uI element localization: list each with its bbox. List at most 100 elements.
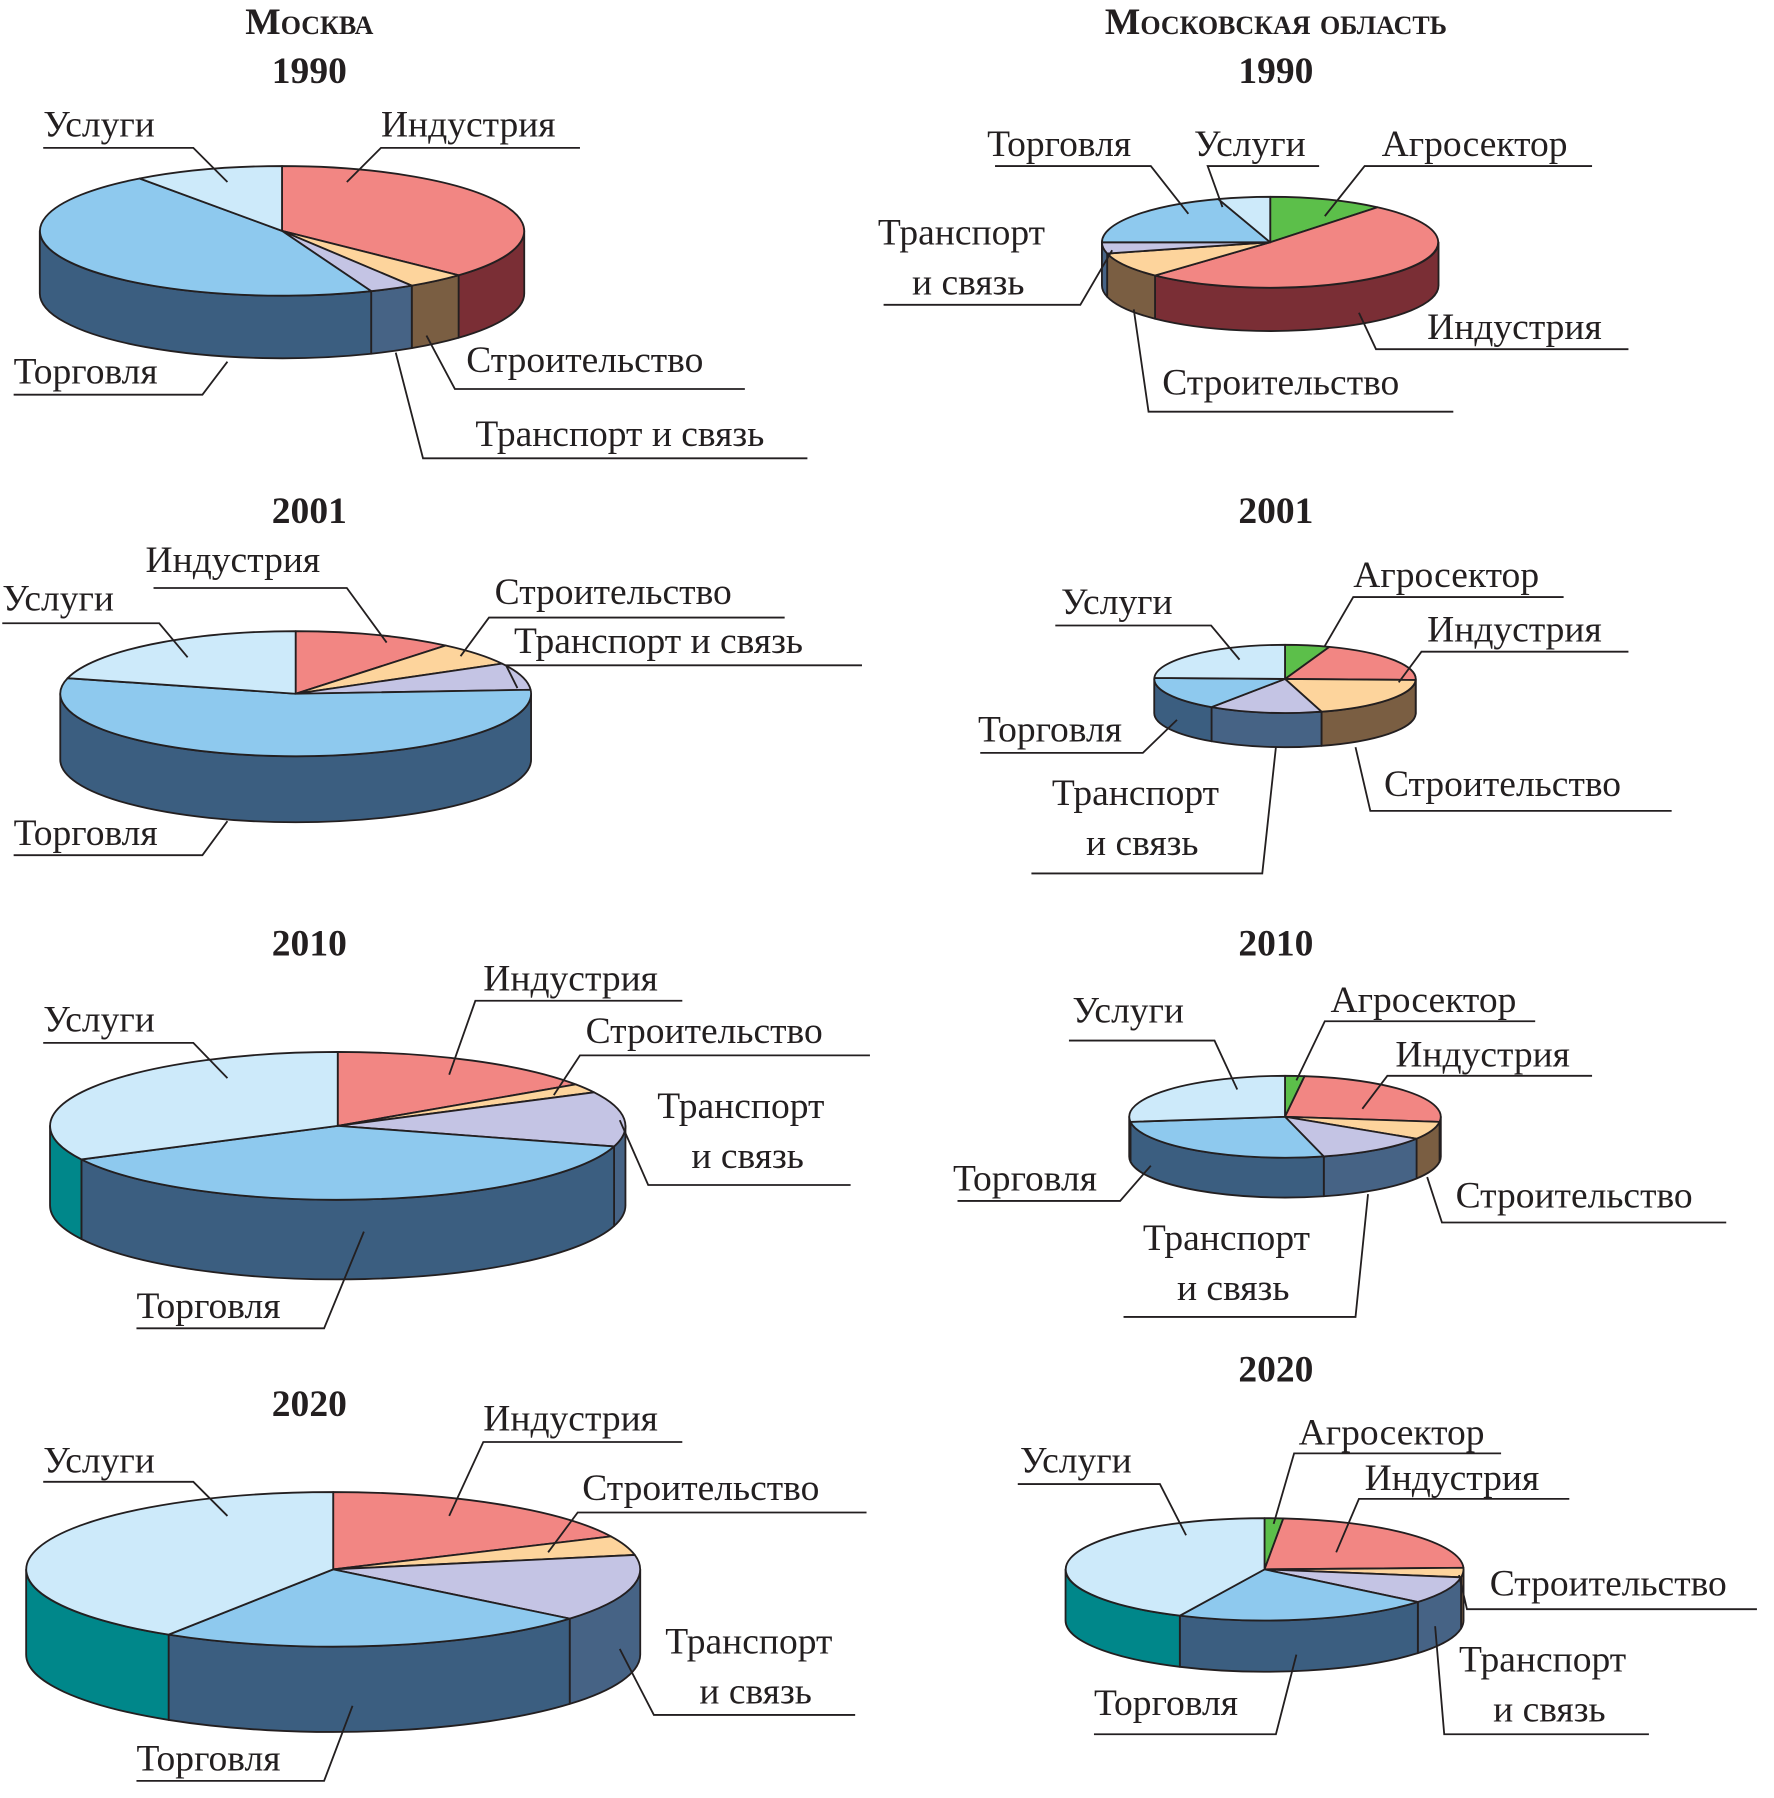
label-transport: Транспорт и связь — [665, 1622, 832, 1713]
pie-chart-xmoscow-2020: 2020 Индустрия Строительство Транспорт и свя… — [25, 1384, 867, 1782]
region-title-moscow: Москва — [245, 2, 373, 43]
label-trade: Торговля — [1094, 1683, 1238, 1724]
slice-services — [1153, 643, 1286, 680]
slice-industry — [1284, 645, 1417, 681]
leader-line — [995, 165, 1190, 215]
label-construction: Строительство — [1162, 363, 1399, 404]
slice-transport — [332, 1554, 642, 1620]
label-transport: Транспорт и связь — [1459, 1640, 1626, 1731]
side-services — [1128, 1115, 1132, 1163]
leader-line — [346, 146, 580, 183]
slice-trade — [1129, 1115, 1325, 1159]
chart-year-title: 1990 — [272, 51, 347, 92]
slice-trade — [59, 677, 532, 758]
label-services: Услуги — [2, 579, 114, 620]
leader-line — [1434, 1626, 1649, 1736]
leader-line — [504, 664, 862, 689]
pie-chart-xmoscow-2010: 2010 Индустрия Строительство Транспорт и свя… — [43, 923, 870, 1330]
label-transport: Транспорт и связь — [1052, 773, 1219, 864]
slice-agro — [1269, 195, 1379, 244]
side-construction — [410, 274, 460, 350]
leader-line — [1458, 1574, 1757, 1611]
leader-line — [136, 1705, 354, 1782]
slice-services — [138, 165, 283, 232]
label-transport: Транспорт и связь — [657, 1086, 824, 1177]
slice-transport — [1284, 1115, 1418, 1158]
label-industry: Индустрия — [483, 959, 658, 1000]
label-trade: Торговля — [14, 351, 158, 392]
slice-trade — [167, 1568, 571, 1648]
leader-line — [957, 1165, 1152, 1202]
leader-line — [618, 1119, 851, 1186]
region-title-moscow-oblast: Московская область — [1105, 2, 1447, 43]
slice-services — [49, 1051, 339, 1161]
label-agro: Агросектор — [1382, 124, 1568, 165]
leader-line — [1272, 1452, 1502, 1525]
leader-line — [394, 352, 808, 460]
leader-line — [13, 361, 229, 396]
leader-line — [1354, 746, 1672, 812]
label-construction: Строительство — [582, 1468, 819, 1509]
slice-services — [1217, 195, 1272, 244]
label-services: Услуги — [43, 1441, 155, 1482]
label-construction: Строительство — [466, 340, 703, 381]
label-construction: Строительство — [1456, 1176, 1693, 1217]
slice-services — [1128, 1074, 1286, 1123]
chart-year-title: 2001 — [1238, 491, 1313, 532]
label-trade: Торговля — [136, 1739, 280, 1780]
pie-chart-xoblast-2010: 2010 Агросектор Индустрия Строительство Тран… — [953, 923, 1727, 1318]
slice-trade — [80, 1124, 615, 1201]
label-transport: Транспорт и связь — [1143, 1218, 1310, 1309]
label-trade: Торговля — [978, 710, 1122, 751]
label-industry: Индустрия — [1365, 1458, 1540, 1499]
slice-transport — [336, 1091, 627, 1148]
chart-year-title: 2010 — [272, 923, 347, 964]
slice-services — [66, 630, 297, 695]
label-construction: Строительство — [495, 572, 732, 613]
leader-line — [1358, 312, 1629, 351]
slice-industry — [281, 165, 526, 277]
label-services: Услуги — [43, 105, 155, 146]
leader-line — [1426, 1176, 1727, 1224]
label-industry: Индустрия — [1395, 1035, 1570, 1076]
label-services: Услуги — [1194, 124, 1306, 165]
label-industry: Индустрия — [1427, 307, 1602, 348]
slice-transport — [1210, 678, 1323, 714]
side-transport — [370, 284, 413, 355]
label-trade: Торговля — [136, 1286, 280, 1327]
label-services: Услуги — [1020, 1441, 1132, 1482]
leader-line — [2, 622, 189, 658]
label-construction: Строительство — [1490, 1564, 1727, 1605]
leader-line — [43, 146, 229, 183]
leader-line — [448, 1441, 683, 1517]
chart-year-title: 2001 — [272, 491, 347, 532]
label-trade: Торговля — [14, 813, 158, 854]
label-trade: Торговля — [953, 1159, 1097, 1200]
chart-year-title: 2020 — [272, 1384, 347, 1425]
leader-line — [1031, 747, 1277, 875]
leader-line — [13, 820, 229, 857]
leader-line — [1397, 650, 1629, 683]
slice-trade — [1101, 198, 1272, 244]
label-industry: Индустрия — [146, 540, 321, 581]
label-services: Услуги — [1072, 990, 1184, 1031]
leader-line — [153, 587, 388, 644]
leader-line — [448, 999, 683, 1075]
pie-chart-xmoscow-1990: 1990 Индустрия Строительство Транспорт и св… — [13, 51, 808, 460]
leader-line — [1068, 1039, 1239, 1090]
leader-line — [1017, 1483, 1187, 1536]
pie-chart-xmoscow-2001: 2001 Индустрия Строительство Транспорт и св… — [2, 491, 862, 857]
label-agro: Агросектор — [1353, 555, 1539, 596]
label-industry: Индустрия — [381, 105, 556, 146]
slice-trade — [1153, 677, 1286, 709]
label-industry: Индустрия — [483, 1399, 658, 1440]
label-industry: Индустрия — [1427, 609, 1602, 650]
leader-line — [553, 1054, 870, 1096]
label-services: Услуги — [43, 999, 155, 1040]
slice-services — [25, 1491, 335, 1636]
leader-line — [1093, 1654, 1298, 1736]
leader-line — [618, 1648, 856, 1716]
leader-line — [1123, 1194, 1369, 1318]
label-transport: Транспорт и связь — [475, 414, 764, 455]
